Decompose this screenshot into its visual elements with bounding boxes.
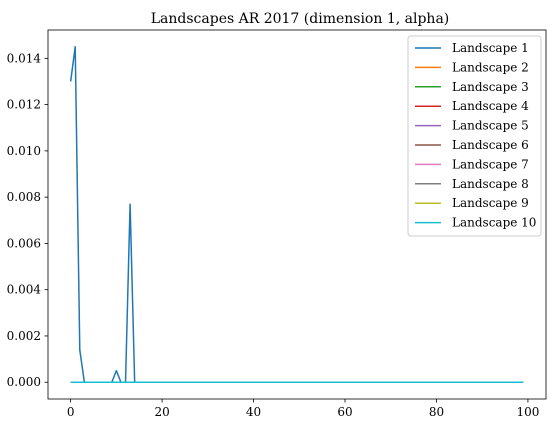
- y-tick-label: 0.002: [7, 329, 41, 343]
- y-tick-label: 0.012: [7, 98, 41, 112]
- legend-label-9: Landscape 9: [452, 196, 529, 210]
- legend-label-3: Landscape 3: [452, 80, 529, 94]
- x-tick-label: 40: [246, 405, 261, 419]
- legend-label-1: Landscape 1: [452, 41, 529, 55]
- x-tick-label: 0: [67, 405, 75, 419]
- legend: Landscape 1 Landscape 2 Landscape 3 Landsca…: [408, 36, 541, 236]
- y-tick-label: 0.008: [7, 190, 41, 204]
- chart-title: Landscapes AR 2017 (dimension 1, alpha): [151, 11, 450, 27]
- y-tick-label: 0.000: [7, 375, 41, 389]
- legend-label-8: Landscape 8: [452, 177, 529, 191]
- x-tick-label: 60: [337, 405, 352, 419]
- y-tick-label: 0.006: [7, 236, 41, 250]
- x-tick-label: 100: [516, 405, 539, 419]
- legend-label-5: Landscape 5: [452, 119, 529, 133]
- legend-label-2: Landscape 2: [452, 60, 529, 74]
- y-tick-label: 0.014: [7, 51, 42, 65]
- legend-label-6: Landscape 6: [452, 138, 529, 152]
- legend-label-10: Landscape 10: [452, 216, 536, 230]
- legend-label-4: Landscape 4: [452, 99, 529, 113]
- legend-label-7: Landscape 7: [452, 157, 529, 171]
- y-tick-label: 0.010: [7, 144, 41, 158]
- y-tick-label: 0.004: [7, 283, 42, 297]
- x-tick-label: 80: [429, 405, 444, 419]
- x-tick-label: 20: [154, 405, 169, 419]
